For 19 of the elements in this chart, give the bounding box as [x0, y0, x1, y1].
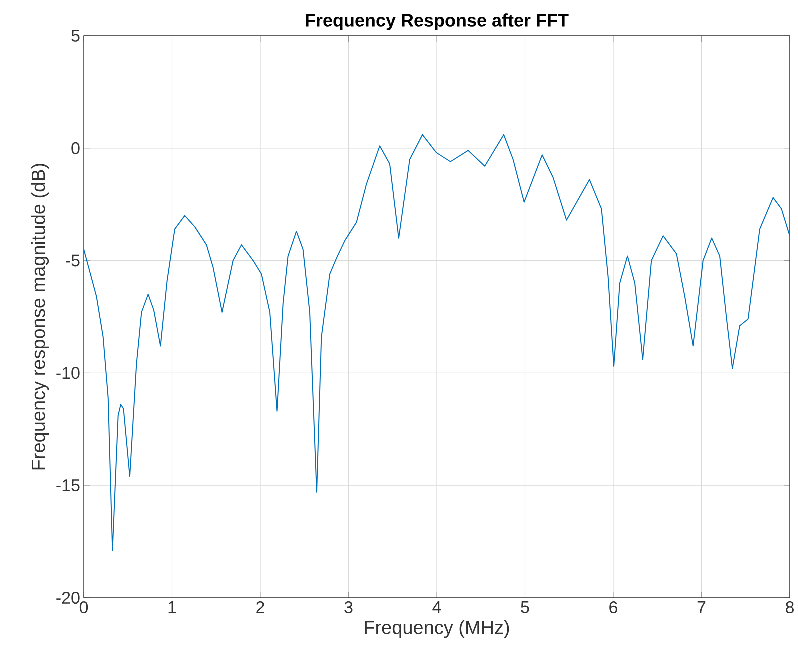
y-tick-label: -15 [56, 480, 80, 492]
x-tick-label: 5 [521, 602, 530, 614]
x-tick-label: 4 [432, 602, 442, 614]
y-tick-label: -20 [56, 592, 80, 604]
line-series [84, 134, 790, 552]
x-axis-title: Frequency (MHz) [365, 620, 510, 638]
y-tick-label: -5 [66, 254, 80, 267]
y-tick-label: 0 [72, 142, 80, 154]
x-tick-label: 8 [786, 602, 794, 614]
x-tick-label: 1 [168, 602, 176, 614]
chart-title: Frequency Response after FFT [306, 14, 569, 30]
y-axis-title: Frequency response magnitude (dB) [31, 164, 50, 470]
x-tick-label: 0 [80, 602, 88, 614]
x-tick-label: 3 [344, 602, 353, 614]
x-tick-label: 6 [610, 602, 618, 614]
x-tick-label: 2 [256, 602, 264, 614]
y-tick-label: 5 [72, 30, 80, 42]
x-tick-label: 7 [698, 602, 706, 614]
y-tick-label: -10 [56, 367, 80, 380]
